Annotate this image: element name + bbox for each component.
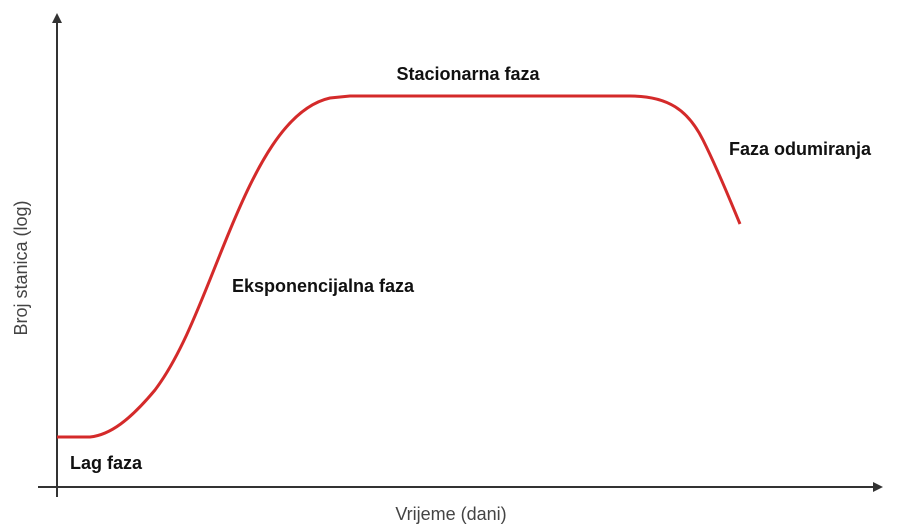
- growth-curve: [57, 94, 742, 439]
- x-axis-label: Vrijeme (dani): [395, 504, 506, 524]
- phase-label: Stacionarna faza: [396, 64, 540, 84]
- y-axis-label: Broj stanica (log): [11, 200, 31, 335]
- phase-label: Lag faza: [70, 453, 143, 473]
- phase-label: Faza odumiranja: [729, 139, 872, 159]
- phase-label: Eksponencijalna faza: [232, 276, 415, 296]
